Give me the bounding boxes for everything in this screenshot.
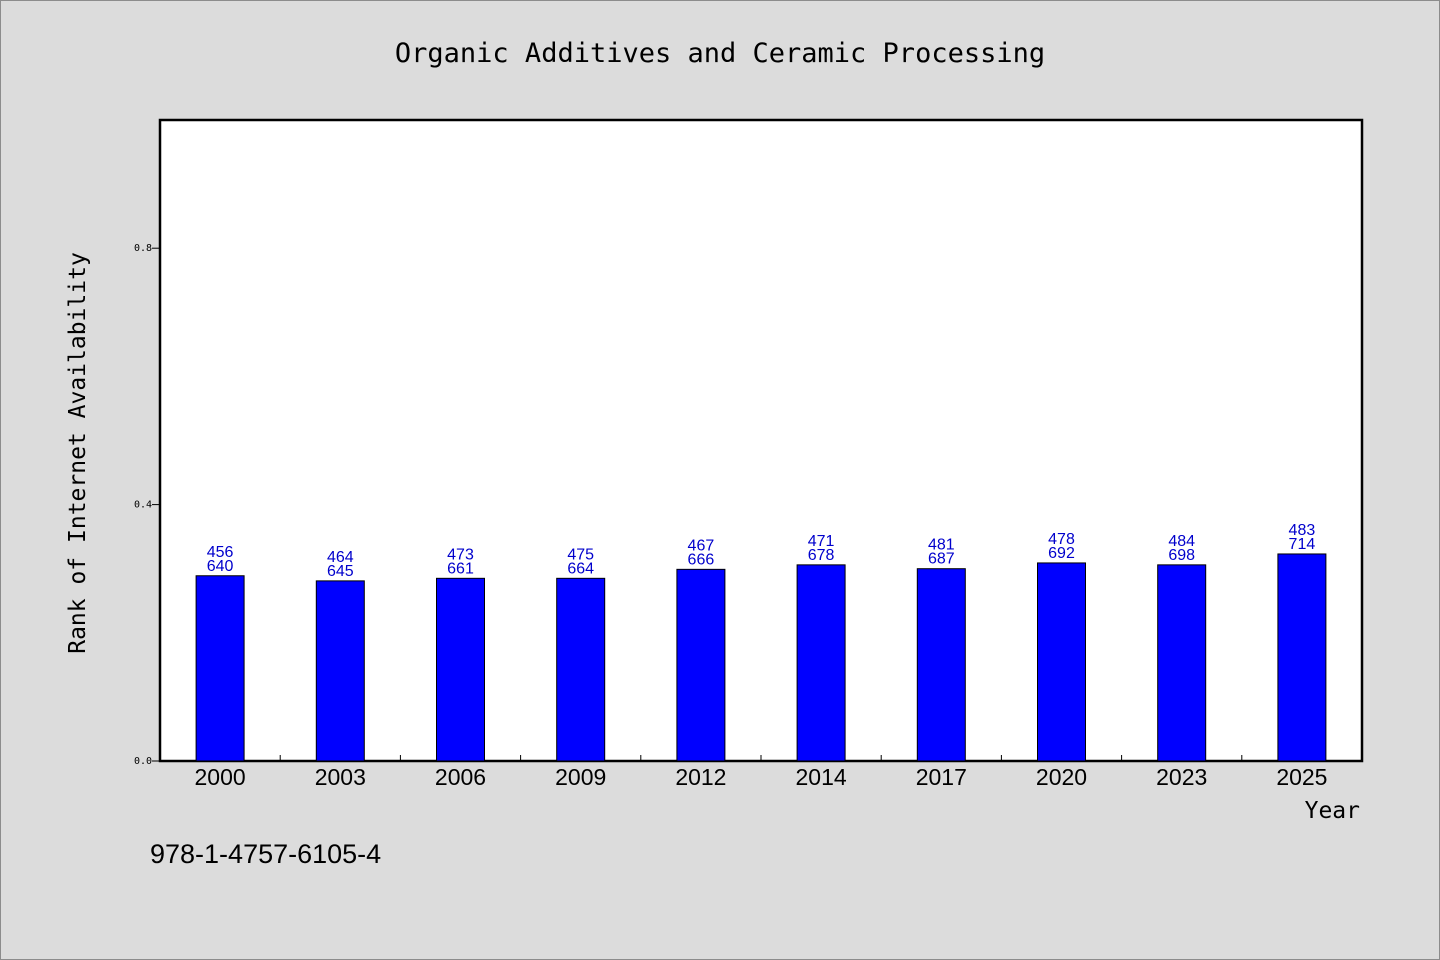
bar-label-bottom: 678 bbox=[808, 547, 835, 564]
bar-2003 bbox=[315, 580, 365, 762]
chart-title: Organic Additives and Ceramic Processing bbox=[395, 38, 1045, 69]
bar-2012 bbox=[676, 568, 726, 762]
bar-label-top: 475 bbox=[567, 546, 594, 563]
bar-label-top: 484 bbox=[1168, 533, 1195, 550]
x-tick-label: 2025 bbox=[1276, 764, 1327, 790]
x-tick-label: 2012 bbox=[675, 764, 726, 790]
bar-2014 bbox=[796, 564, 846, 762]
bar-label-bottom: 687 bbox=[928, 551, 955, 568]
bar-2006 bbox=[436, 577, 485, 762]
x-tick-label: 2023 bbox=[1156, 764, 1207, 790]
bar-2020 bbox=[1037, 562, 1086, 762]
bar-label-top: 464 bbox=[327, 549, 354, 566]
bar-label-top: 481 bbox=[928, 537, 955, 554]
x-tick-label: 2009 bbox=[555, 764, 606, 790]
bar-label-top: 467 bbox=[688, 537, 715, 554]
y-axis-ticks: 0.0 0.4 0.8 bbox=[134, 243, 160, 767]
bar-label-top: 478 bbox=[1048, 531, 1075, 548]
x-tick-label: 2017 bbox=[916, 764, 967, 790]
bar-2000 bbox=[195, 575, 245, 762]
y-tick-label: 0.8 bbox=[134, 243, 152, 254]
x-axis-title: Year bbox=[1305, 798, 1360, 824]
bar-label-bottom: 692 bbox=[1048, 545, 1075, 562]
bar-label-bottom: 661 bbox=[447, 560, 474, 577]
bar-2023 bbox=[1157, 564, 1207, 762]
x-tick-label: 2014 bbox=[796, 764, 847, 790]
x-tick-label: 2020 bbox=[1036, 764, 1087, 790]
y-axis-title: Rank of Internet Availability bbox=[65, 252, 91, 654]
bar-label-bottom: 698 bbox=[1168, 547, 1195, 564]
x-tick-label: 2003 bbox=[315, 764, 366, 790]
bar-label-bottom: 666 bbox=[688, 551, 715, 568]
bar-label-top: 471 bbox=[808, 533, 835, 550]
bar-label-bottom: 714 bbox=[1289, 536, 1316, 553]
bar-label-bottom: 645 bbox=[327, 563, 354, 580]
bar-label-top: 473 bbox=[447, 546, 474, 563]
y-tick-label: 0.0 bbox=[134, 756, 152, 767]
bar-label-bottom: 664 bbox=[567, 560, 594, 577]
x-tick-label: 2006 bbox=[435, 764, 486, 790]
bar-label-top: 483 bbox=[1289, 522, 1316, 539]
isbn-footnote: 978-1-4757-6105-4 bbox=[150, 839, 381, 869]
y-tick-label: 0.4 bbox=[134, 500, 152, 511]
bar-2017 bbox=[916, 568, 966, 762]
bar-label-bottom: 640 bbox=[207, 558, 234, 575]
x-tick-label: 2000 bbox=[195, 764, 246, 790]
x-axis-ticks: 2000 2003 2006 2009 2012 2014 2017 2020 2023 2025 bbox=[195, 755, 1327, 790]
bar-2025 bbox=[1277, 553, 1327, 762]
bar-label-top: 456 bbox=[207, 544, 234, 561]
bar-2009 bbox=[556, 577, 606, 762]
